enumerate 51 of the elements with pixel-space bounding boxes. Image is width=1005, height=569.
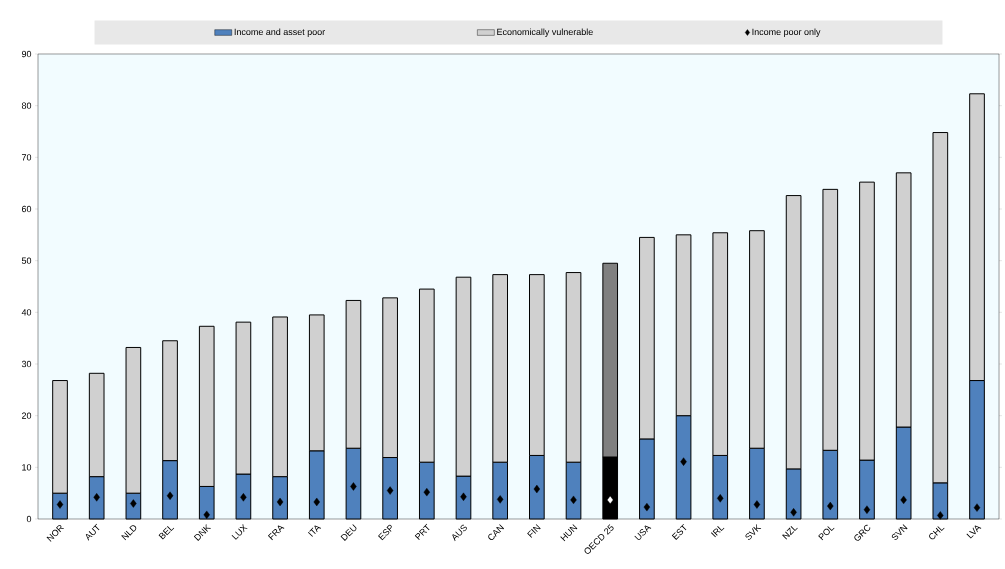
point bbox=[423, 487, 430, 497]
point bbox=[386, 486, 394, 495]
point bbox=[717, 494, 724, 503]
point bbox=[56, 500, 64, 509]
point bbox=[460, 492, 467, 501]
x-tick-label: LVA bbox=[966, 525, 982, 539]
point bbox=[643, 502, 651, 512]
point bbox=[350, 482, 357, 491]
x-tick-label: NLD bbox=[121, 525, 137, 541]
point bbox=[496, 495, 504, 504]
point bbox=[130, 499, 137, 508]
x-tick-label: BEL bbox=[158, 526, 175, 540]
point bbox=[276, 497, 284, 507]
y-tick-label: 40 bbox=[21, 309, 32, 316]
point bbox=[900, 495, 907, 505]
y-tick-label: 20 bbox=[21, 412, 32, 419]
legend-label: Economically vulnerable bbox=[497, 28, 593, 37]
y-tick-label: 50 bbox=[21, 257, 32, 264]
point bbox=[570, 495, 577, 505]
x-tick-label: CHL bbox=[929, 526, 945, 540]
point bbox=[827, 501, 834, 511]
point bbox=[790, 508, 797, 517]
point bbox=[680, 457, 687, 466]
y-tick-label: 60 bbox=[21, 205, 32, 213]
y-tick-label: 90 bbox=[21, 50, 32, 58]
x-tick-label: ITA bbox=[307, 525, 322, 537]
point bbox=[93, 493, 100, 502]
point bbox=[607, 495, 614, 505]
legend-label: Income poor only bbox=[752, 28, 821, 37]
x-tick-label: POL bbox=[818, 526, 835, 541]
point bbox=[313, 497, 320, 507]
x-tick-label: USA bbox=[634, 525, 652, 540]
point bbox=[937, 511, 944, 520]
point bbox=[203, 510, 210, 520]
y-tick-label: 70 bbox=[21, 154, 32, 161]
x-tick-label: FRA bbox=[267, 525, 285, 541]
y-tick-label: 80 bbox=[21, 102, 32, 109]
point bbox=[166, 491, 174, 500]
point bbox=[240, 493, 247, 502]
legend-label: Income and asset poor bbox=[234, 28, 325, 37]
x-tick-label: ESP bbox=[378, 524, 392, 541]
point bbox=[753, 500, 761, 509]
y-tick-label: 10 bbox=[22, 464, 32, 471]
point bbox=[973, 503, 981, 512]
y-tick-label: 0 bbox=[26, 515, 32, 523]
point bbox=[863, 505, 871, 514]
point bbox=[533, 484, 541, 494]
y-tick-label: 30 bbox=[21, 360, 32, 368]
x-tick-label: IRL bbox=[710, 526, 725, 538]
x-tick-label: FIN bbox=[527, 524, 541, 538]
x-tick-label: NZL bbox=[782, 526, 798, 540]
